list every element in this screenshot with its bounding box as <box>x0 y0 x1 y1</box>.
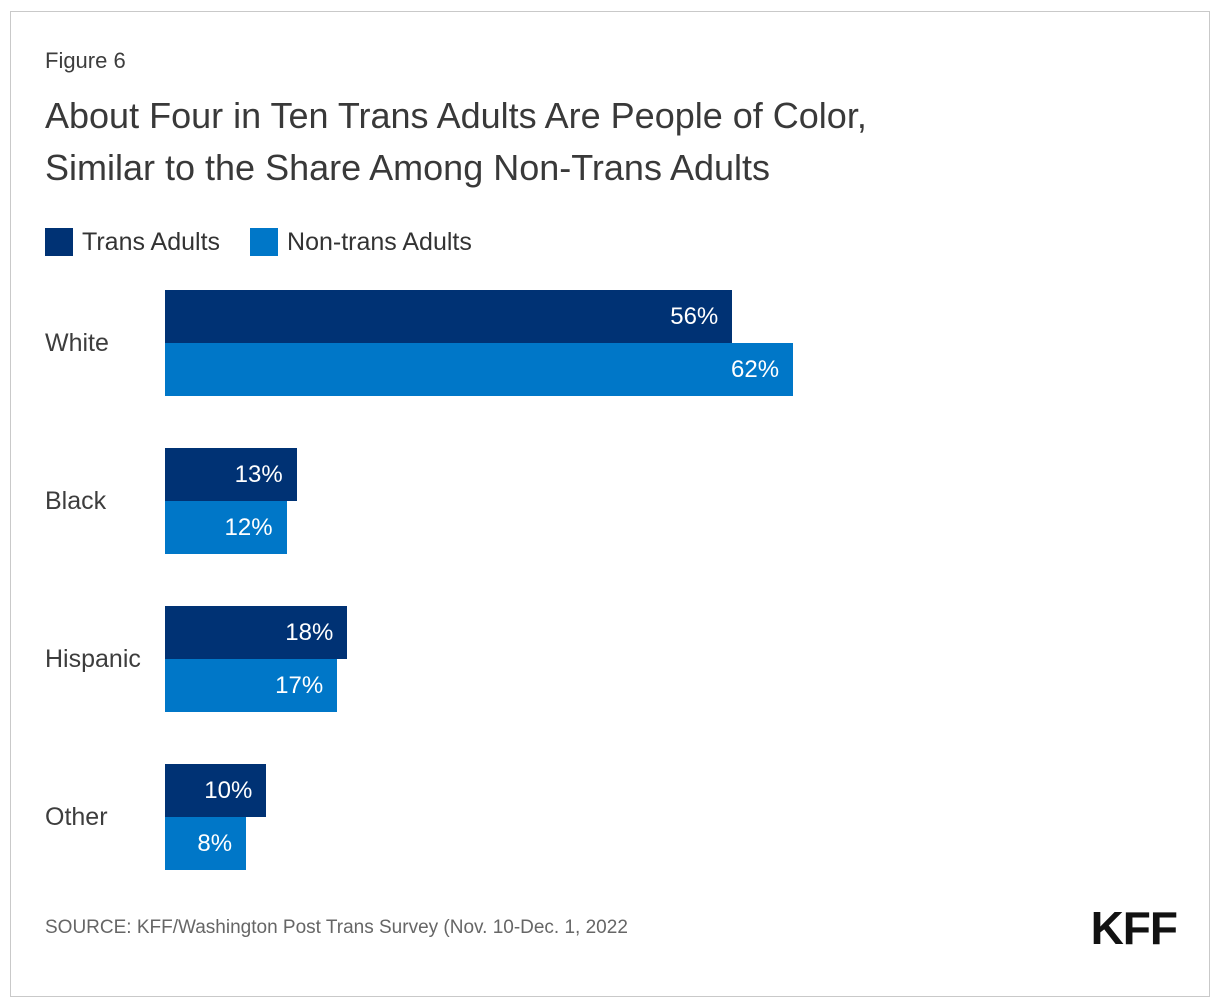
bar-trans-hispanic: 18% <box>165 606 348 659</box>
bar-nontrans-black: 12% <box>165 501 287 554</box>
bars-track: 10% 8% <box>165 764 1178 870</box>
category-label: Other <box>45 802 108 831</box>
bar-trans-black: 13% <box>165 448 297 501</box>
chart-title: About Four in Ten Trans Adults Are Peopl… <box>45 90 1177 194</box>
bar-nontrans-other: 8% <box>165 817 247 870</box>
legend-swatch-non-trans-adults <box>250 228 279 256</box>
bar-group-other: Other 10% 8% <box>45 764 1177 870</box>
bars-track: 13% 12% <box>165 448 1178 554</box>
bar-value: 17% <box>275 671 324 699</box>
category-label: Hispanic <box>45 644 141 673</box>
legend-item-trans-adults: Trans Adults <box>45 228 220 256</box>
chart-title-line1: About Four in Ten Trans Adults Are Peopl… <box>45 95 867 136</box>
bar-value: 56% <box>670 302 719 330</box>
footer: SOURCE: KFF/Washington Post Trans Survey… <box>45 902 1178 954</box>
bar-trans-other: 10% <box>165 764 267 817</box>
legend: Trans Adults Non-trans Adults <box>45 228 1177 256</box>
bars-track: 18% 17% <box>165 606 1178 712</box>
legend-item-non-trans-adults: Non-trans Adults <box>250 228 472 256</box>
kff-logo: KFF <box>1090 902 1178 954</box>
legend-swatch-trans-adults <box>45 228 73 256</box>
category-label: Black <box>45 486 107 515</box>
source-text: SOURCE: KFF/Washington Post Trans Survey… <box>45 917 628 938</box>
bar-group-black: Black 13% 12% <box>45 448 1177 554</box>
bar-group-hispanic: Hispanic 18% 17% <box>45 606 1177 712</box>
bar-value: 10% <box>204 776 253 804</box>
bar-chart: White 56% 62% Black 13% 12% Hispanic 18%… <box>45 290 1177 870</box>
category-label: White <box>45 328 109 357</box>
bar-nontrans-hispanic: 17% <box>165 659 338 712</box>
bars-track: 56% 62% <box>165 290 1178 396</box>
figure-label: Figure 6 <box>45 48 126 73</box>
bar-value: 62% <box>731 355 780 383</box>
chart-title-line2: Similar to the Share Among Non-Trans Adu… <box>45 147 771 188</box>
bar-value: 18% <box>285 618 334 646</box>
bar-trans-white: 56% <box>165 290 733 343</box>
bar-value: 12% <box>224 513 273 541</box>
bar-value: 8% <box>197 829 233 857</box>
bar-group-white: White 56% 62% <box>45 290 1177 396</box>
bar-value: 13% <box>234 460 283 488</box>
figure-card: Figure 6 About Four in Ten Trans Adults … <box>10 11 1210 997</box>
legend-label: Non-trans Adults <box>287 228 472 256</box>
legend-label: Trans Adults <box>82 228 221 256</box>
bar-nontrans-white: 62% <box>165 343 794 396</box>
